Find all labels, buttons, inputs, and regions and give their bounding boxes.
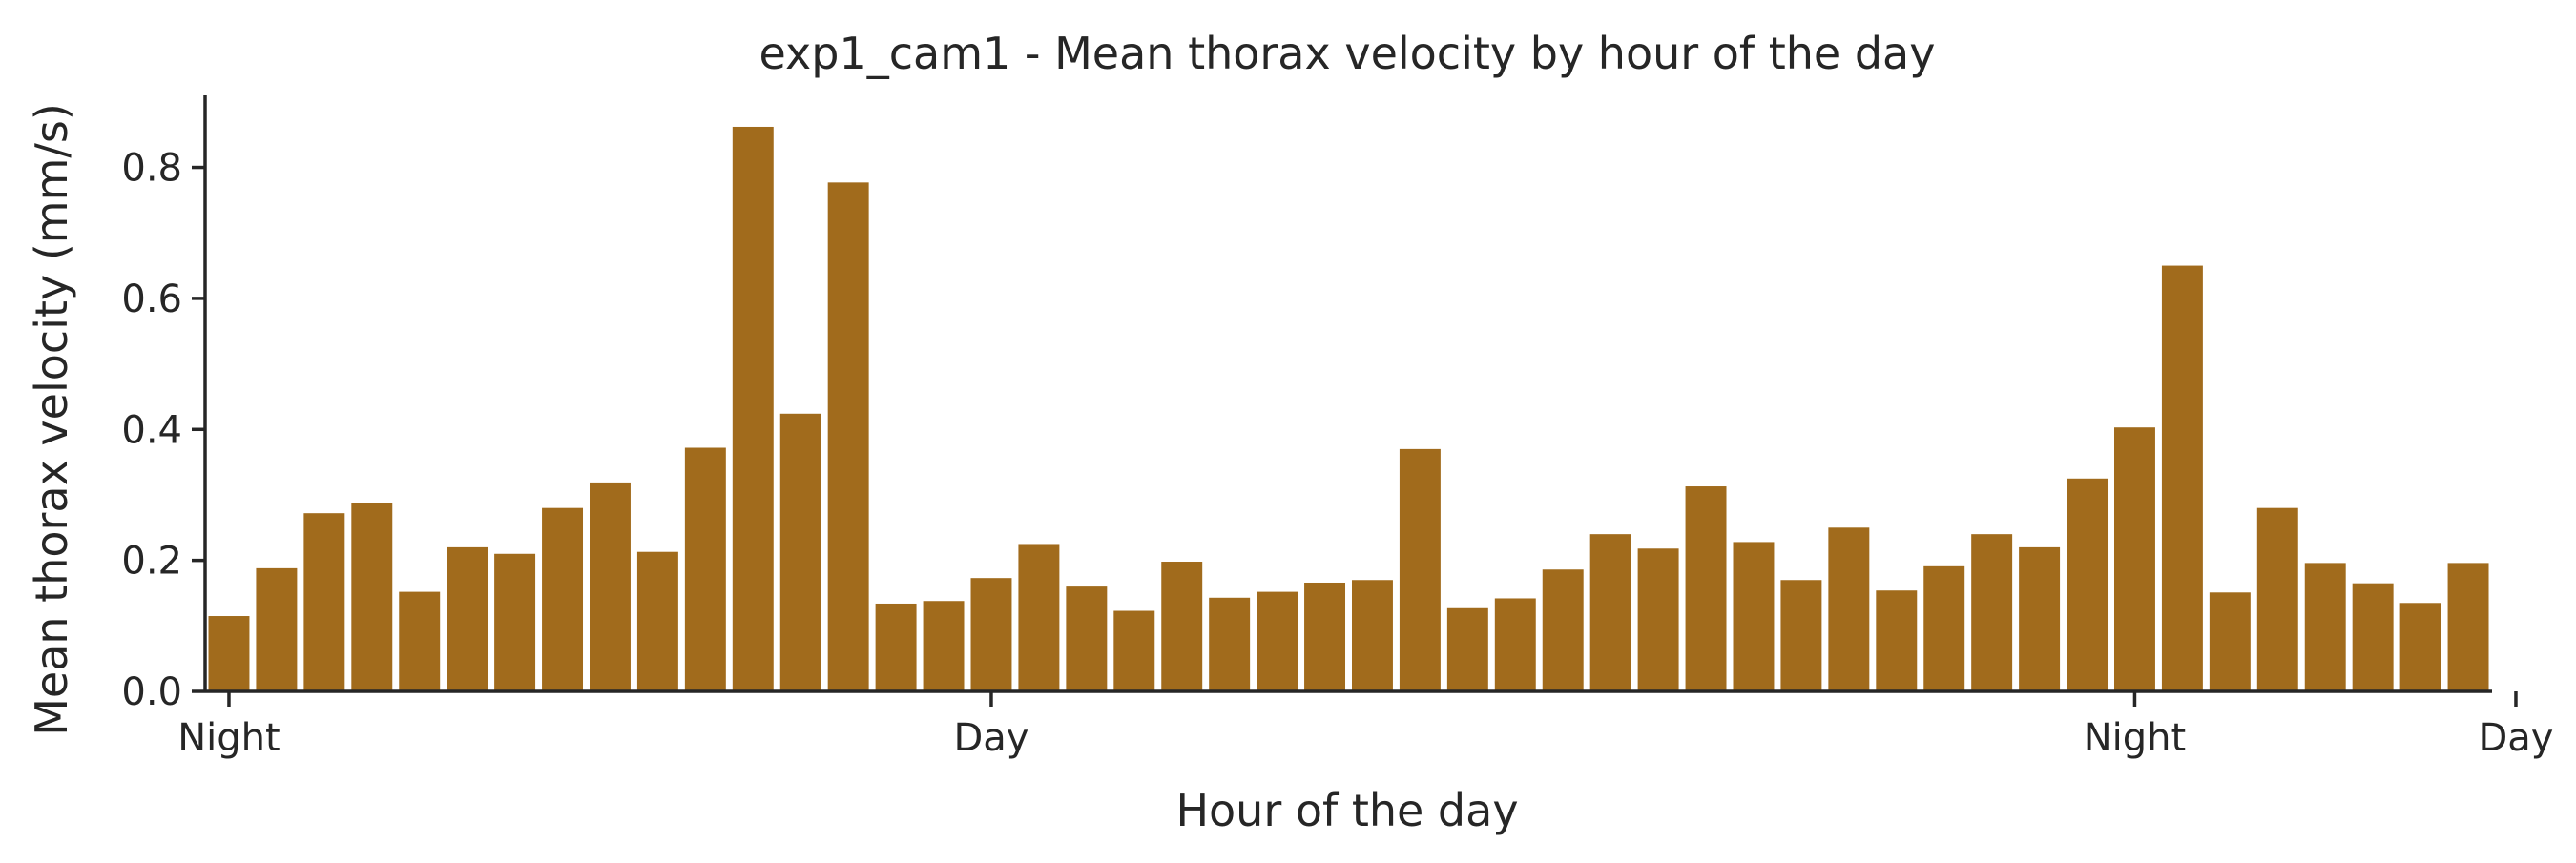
bar [1876,590,1918,691]
chart-title: exp1_cam1 - Mean thorax velocity by hour… [759,28,1936,79]
y-axis-label: Mean thorax velocity (mm/s) [26,103,77,736]
bar [256,567,298,691]
bar [399,591,441,691]
x-tick-label: Day [2478,716,2553,760]
bar [1018,544,1060,691]
bar [494,553,536,691]
bar [447,546,488,691]
bar [1589,534,1631,691]
bar [1304,582,1346,691]
bar [2256,507,2298,691]
bar [1542,569,1584,691]
bar [1971,534,2013,691]
bar [923,601,965,691]
bar [2067,478,2109,691]
bar [779,413,821,691]
bar [1494,598,1536,691]
bar [1399,448,1441,691]
bar [2019,546,2061,691]
bar [1352,580,1393,691]
bar [2114,427,2155,691]
x-tick-label: Day [953,716,1028,760]
bar [636,551,678,691]
bar [1637,548,1679,691]
bar [1685,486,1727,691]
bar [2161,265,2203,691]
bar [1828,527,1870,691]
bar [1257,591,1298,691]
bar [732,126,774,692]
bar [208,616,250,691]
bar [1446,607,1488,691]
bar [542,507,584,691]
bar [2352,583,2394,691]
y-tick-label: 0.6 [121,277,182,321]
bar [1161,562,1203,691]
bar [1113,610,1155,691]
bar [827,182,869,692]
bar [1066,586,1108,691]
y-tick-label: 0.2 [121,540,182,584]
bar [2209,592,2251,691]
bar [2399,603,2441,691]
bars-group [208,126,2489,692]
y-tick-label: 0.0 [121,670,182,714]
bar [970,578,1012,691]
x-axis: Night Day Night Day [177,689,2553,760]
x-tick-label: Night [177,716,280,760]
bar [351,503,393,691]
bar [2447,563,2489,691]
bar [1209,597,1251,691]
bar [1923,565,1965,691]
y-tick-label: 0.4 [121,408,182,452]
bar [684,447,726,691]
x-axis-label: Hour of the day [1175,785,1518,836]
bar [875,603,917,691]
bar [303,513,345,691]
x-tick-label: Night [2084,716,2186,760]
bar [590,482,631,691]
bar [1733,542,1775,691]
y-axis: 0.0 0.2 0.4 0.6 0.8 [121,95,207,714]
bar [1780,580,1822,691]
bar [2304,563,2346,691]
y-tick-label: 0.8 [121,147,182,191]
